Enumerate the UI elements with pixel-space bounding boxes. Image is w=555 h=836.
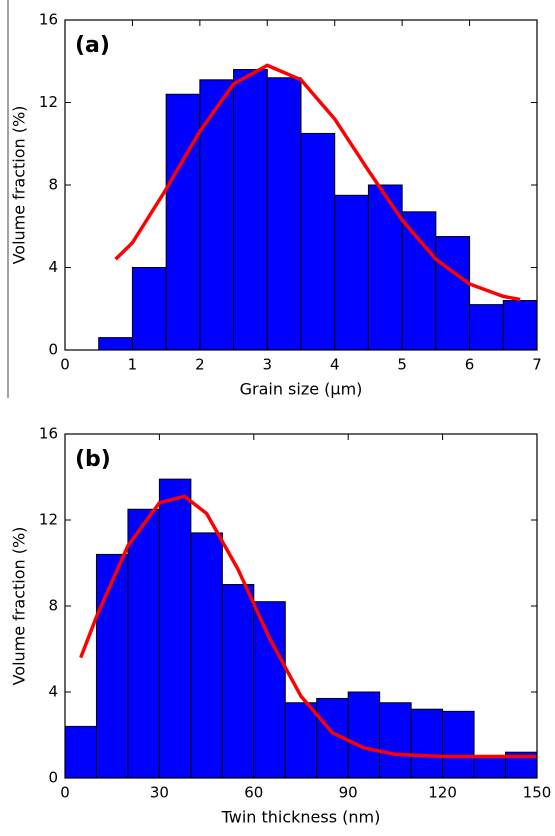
x-tick-label: 3 — [263, 356, 273, 374]
bar — [442, 710, 475, 779]
panel-label: (b) — [75, 447, 111, 472]
y-tick-label: 0 — [48, 769, 58, 787]
x-tick-label: 0 — [60, 784, 70, 802]
bar — [253, 601, 286, 779]
y-tick-label: 12 — [39, 93, 58, 111]
x-tick-label: 5 — [397, 356, 407, 374]
bar — [221, 584, 255, 779]
x-tick-label: 1 — [128, 356, 138, 374]
bar — [233, 69, 268, 351]
bar — [502, 300, 538, 351]
bar — [131, 267, 167, 351]
x-tick-label: 2 — [195, 356, 205, 374]
bar — [410, 708, 444, 779]
x-tick-label: 60 — [244, 784, 263, 802]
x-axis-label: Grain size (μm) — [240, 380, 363, 399]
x-tick-label: 7 — [532, 356, 542, 374]
bar — [300, 132, 336, 351]
x-axis-label: Twin thickness (nm) — [221, 808, 381, 827]
y-axis-label: Volume fraction (%) — [10, 106, 29, 265]
bar — [199, 79, 235, 351]
x-tick-label: 150 — [523, 784, 552, 802]
bar — [165, 93, 201, 351]
bar — [127, 508, 160, 779]
y-axis-label: Volume fraction (%) — [10, 527, 29, 686]
bar — [266, 77, 302, 351]
x-tick-label: 30 — [150, 784, 169, 802]
bar — [435, 236, 471, 351]
y-tick-label: 0 — [48, 341, 58, 359]
y-tick-label: 8 — [48, 176, 58, 194]
x-tick-label: 120 — [428, 784, 457, 802]
bar — [379, 702, 412, 779]
fit-curve — [79, 494, 537, 759]
x-tick-label: 90 — [339, 784, 358, 802]
y-tick-label: 16 — [39, 11, 58, 29]
y-tick-label: 16 — [39, 425, 58, 443]
bar — [347, 691, 381, 779]
bar — [334, 194, 369, 351]
panel-label: (a) — [75, 33, 110, 58]
y-tick-label: 8 — [48, 597, 58, 615]
fit-curve — [114, 63, 521, 302]
bar — [190, 532, 223, 779]
bar — [158, 478, 192, 779]
bar — [284, 702, 318, 779]
bar — [95, 553, 129, 779]
bar — [469, 304, 504, 351]
bar — [401, 211, 437, 351]
y-tick-label: 4 — [48, 258, 58, 276]
y-tick-label: 4 — [48, 683, 58, 701]
bar — [98, 337, 133, 351]
x-tick-label: 0 — [60, 356, 70, 374]
x-tick-label: 6 — [465, 356, 475, 374]
y-tick-label: 12 — [39, 511, 58, 529]
bar — [64, 725, 97, 779]
x-tick-label: 4 — [330, 356, 340, 374]
bar — [473, 756, 507, 779]
